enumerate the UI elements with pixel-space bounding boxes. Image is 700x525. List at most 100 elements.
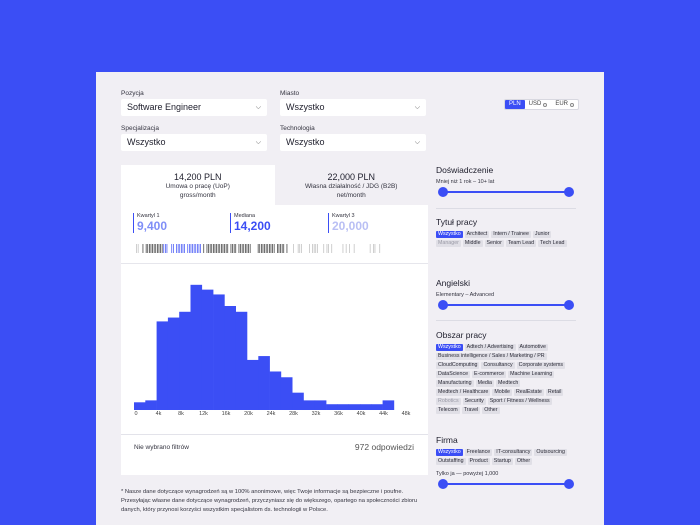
- strip-tick: [184, 244, 185, 253]
- filter-chip[interactable]: Outstaffing: [436, 458, 466, 465]
- currency-usd-label: USD: [528, 101, 542, 107]
- strip-tick: [312, 244, 313, 253]
- median: Mediana 14,200: [230, 213, 271, 233]
- slider-min-handle[interactable]: [438, 300, 448, 310]
- filter-chip[interactable]: Medtech / Healthcare: [436, 389, 491, 396]
- position-label: Pozycja: [121, 90, 144, 97]
- currency-eur[interactable]: EUR: [551, 100, 578, 109]
- filter-chip[interactable]: Team Lead: [505, 240, 537, 247]
- filter-chip[interactable]: Medtech: [496, 380, 521, 387]
- tab-uop-type: Umowa o pracę (UoP): [165, 183, 230, 190]
- filter-chip[interactable]: Mobile: [492, 389, 512, 396]
- filter-chip[interactable]: Sport / Fitness / Wellness: [487, 398, 552, 405]
- strip-tick: [277, 244, 278, 253]
- filter-chip[interactable]: Outsourcing: [534, 449, 567, 456]
- filter-chip[interactable]: Corporate systems: [516, 362, 566, 369]
- filter-chip[interactable]: Other: [482, 407, 500, 414]
- filter-chip[interactable]: Adtech / Advertising: [464, 344, 516, 351]
- filter-chip[interactable]: Senior: [484, 240, 504, 247]
- divider: [121, 434, 428, 435]
- strip-tick: [208, 244, 209, 253]
- filter-chip[interactable]: Other: [514, 458, 533, 465]
- info-icon: [570, 102, 575, 107]
- tab-b2b[interactable]: 22,000 PLN Własna działalność / JDG (B2B…: [274, 165, 428, 205]
- filter-chip[interactable]: Automotive: [517, 344, 548, 351]
- position-select[interactable]: Software Engineer ⌵: [121, 99, 267, 116]
- strip-tick: [166, 244, 168, 253]
- filter-chip[interactable]: Wszystko: [436, 231, 463, 238]
- filter-chip[interactable]: Wszystko: [436, 344, 463, 351]
- filter-chip[interactable]: Robotics: [436, 398, 461, 405]
- experience-slider[interactable]: [436, 187, 576, 197]
- filter-chip[interactable]: Machine Learning: [508, 371, 555, 378]
- experience-range: Mniej niż 1 rok – 10+ lat: [436, 179, 495, 185]
- filter-chip[interactable]: E-commerce: [472, 371, 507, 378]
- strip-tick: [206, 244, 208, 253]
- strip-tick: [200, 244, 201, 253]
- slider-track: [440, 483, 572, 485]
- strip-tick: [177, 244, 179, 253]
- strip-tick: [150, 244, 152, 253]
- filter-chip[interactable]: Startup: [491, 458, 513, 465]
- histogram-bar: [213, 294, 225, 410]
- quartile-3: Kwartyl 3 20,000: [328, 213, 369, 233]
- filter-chip[interactable]: Telecom: [436, 407, 460, 414]
- spec-select[interactable]: Wszystko ⌵: [121, 134, 267, 151]
- strip-tick: [313, 244, 315, 253]
- filter-chip[interactable]: Architect: [464, 231, 490, 238]
- tech-select-value: Wszystko: [286, 137, 325, 147]
- slider-min-handle[interactable]: [438, 187, 448, 197]
- filter-chip[interactable]: Freelance: [464, 449, 493, 456]
- filter-chip[interactable]: Travel: [461, 407, 481, 414]
- english-slider[interactable]: [436, 300, 576, 310]
- currency-usd[interactable]: USD: [525, 100, 552, 109]
- filter-chip[interactable]: DataScience: [436, 371, 471, 378]
- currency-pln[interactable]: PLN: [505, 100, 525, 109]
- histogram-bar: [179, 311, 191, 410]
- x-tick-label: 12k: [199, 411, 208, 417]
- strip-tick: [374, 244, 376, 253]
- strip-tick: [157, 244, 158, 253]
- slider-max-handle[interactable]: [564, 479, 574, 489]
- tab-uop[interactable]: 14,200 PLN Umowa o pracę (UoP) gross/mon…: [121, 165, 275, 205]
- company-title: Firma: [436, 435, 458, 445]
- filter-chip[interactable]: Business intelligence / Sales / Marketin…: [436, 353, 547, 360]
- slider-max-handle[interactable]: [564, 300, 574, 310]
- strip-tick: [209, 244, 211, 253]
- histogram-bar: [371, 404, 383, 410]
- filter-chip[interactable]: Manager: [436, 240, 461, 247]
- filters-status: Nie wybrano filtrów: [134, 444, 189, 451]
- filter-chip[interactable]: Security: [462, 398, 486, 405]
- filter-chip[interactable]: Intern / Trainee: [491, 231, 531, 238]
- strip-tick: [227, 244, 229, 253]
- filter-chip[interactable]: Media: [475, 380, 495, 387]
- strip-tick: [198, 244, 200, 253]
- histogram-bar: [348, 404, 361, 410]
- tab-b2b-type: Własna działalność / JDG (B2B): [305, 183, 398, 190]
- filter-chip[interactable]: Manufacturing: [436, 380, 474, 387]
- slider-min-handle[interactable]: [438, 479, 448, 489]
- strip-tick: [158, 244, 160, 253]
- strip-tick: [182, 244, 184, 253]
- strip-tick: [353, 244, 355, 253]
- filter-chip[interactable]: Junior: [532, 231, 552, 238]
- company-section: Firma Wszystko Freelance IT-consultancy Out…: [436, 435, 576, 489]
- strip-tick: [246, 244, 248, 253]
- filter-chip[interactable]: IT-consultancy: [494, 449, 533, 456]
- filter-chip[interactable]: RealEstate: [513, 389, 544, 396]
- english-range: Elementary – Advanced: [436, 292, 495, 298]
- company-size-slider[interactable]: [436, 479, 576, 489]
- filter-chip[interactable]: Product: [467, 458, 490, 465]
- filter-chip[interactable]: Retail: [545, 389, 564, 396]
- filter-chip[interactable]: Tech Lead: [538, 240, 567, 247]
- tech-select[interactable]: Wszystko ⌵: [280, 134, 426, 151]
- slider-max-handle[interactable]: [564, 187, 574, 197]
- median-value: 14,200: [234, 219, 271, 233]
- filter-chip[interactable]: Middle: [462, 240, 483, 247]
- city-select[interactable]: Wszystko ⌵: [280, 99, 426, 116]
- filter-chip[interactable]: Wszystko: [436, 449, 463, 456]
- chevron-down-icon: ⌵: [414, 139, 420, 146]
- filter-chip[interactable]: CloudComputing: [436, 362, 480, 369]
- histogram-bar: [156, 321, 169, 410]
- filter-chip[interactable]: Consultancy: [481, 362, 515, 369]
